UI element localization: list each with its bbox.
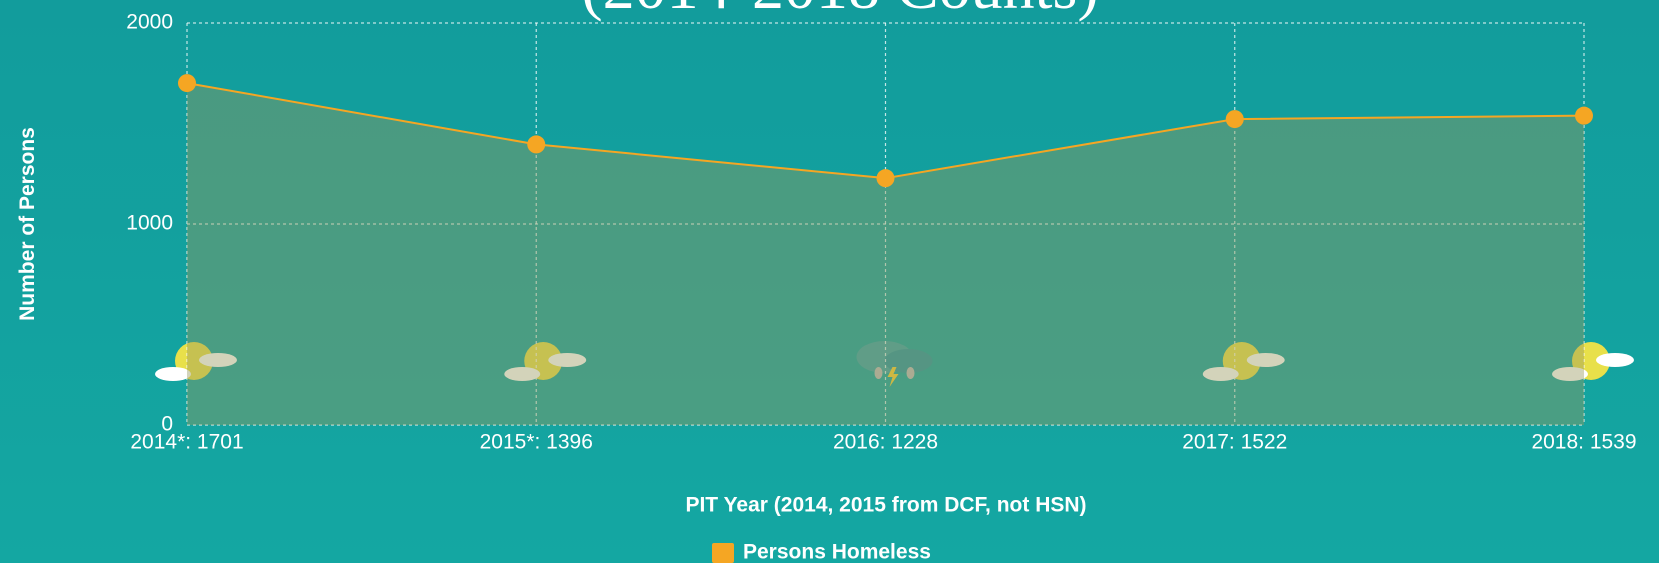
y-tick-label: 0: [161, 413, 173, 436]
x-tick-label: 2014*: 1701: [130, 431, 243, 454]
y-axis-title: Number of Persons: [16, 127, 39, 321]
x-axis-title: PIT Year (2014, 2015 from DCF, not HSN): [685, 494, 1086, 517]
cloud: [548, 353, 587, 367]
cloud: [1246, 353, 1285, 367]
point: [178, 74, 196, 93]
x-tick-label: 2015*: 1396: [480, 431, 593, 454]
x-tick-label: 2018: 1539: [1531, 431, 1636, 454]
point: [876, 169, 895, 188]
x-tick-label: 2016: 1228: [833, 431, 938, 454]
bolt: [887, 367, 899, 387]
cloud: [1552, 367, 1588, 381]
point: [1225, 110, 1244, 129]
rain: [874, 367, 883, 379]
rain: [906, 367, 915, 379]
legend-swatch: [712, 543, 734, 563]
point: [1575, 106, 1593, 125]
area: [187, 83, 1584, 425]
cloud: [1596, 353, 1634, 367]
cloud: [1202, 367, 1239, 381]
legend-label: Persons Homeless: [743, 541, 931, 563]
y-tick-label: 1000: [126, 212, 173, 235]
chart-title: (2014-2018 Counts): [581, 0, 1098, 22]
point: [527, 135, 546, 154]
weather-icons: [155, 341, 1634, 387]
cloud: [199, 353, 237, 367]
x-tick-label: 2017: 1522: [1182, 431, 1287, 454]
cloud: [155, 367, 191, 381]
y-tick-label: 2000: [126, 11, 173, 34]
cloud: [504, 367, 541, 381]
